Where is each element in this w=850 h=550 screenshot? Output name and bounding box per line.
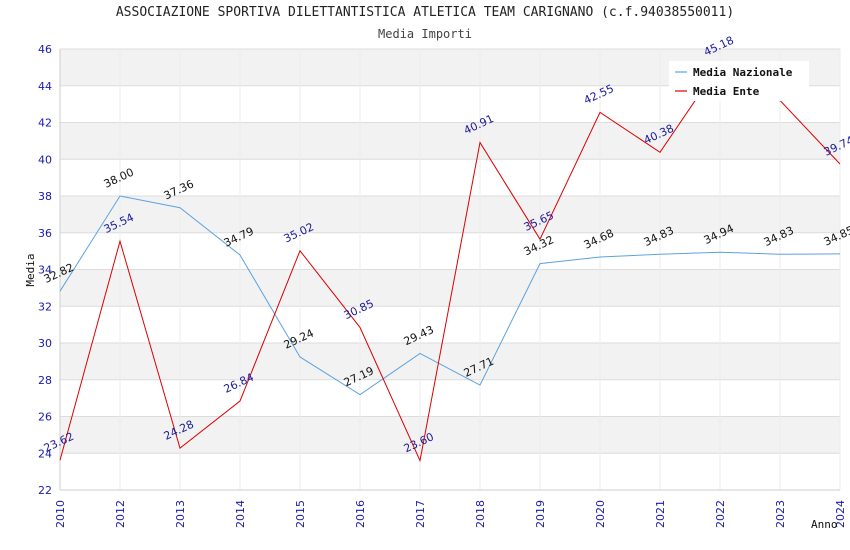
- grid-band: [60, 196, 840, 233]
- y-tick-label: 22: [38, 484, 52, 497]
- y-tick-label: 32: [38, 300, 52, 313]
- chart-title: ASSOCIAZIONE SPORTIVA DILETTANTISTICA AT…: [115, 5, 735, 20]
- x-tick-label: 2019: [534, 500, 547, 528]
- grid-band: [60, 343, 840, 380]
- y-tick-label: 38: [38, 190, 52, 203]
- legend-entry: Media Nazionale: [693, 66, 793, 79]
- x-tick-label: 2012: [114, 500, 127, 528]
- grid-band: [60, 159, 840, 196]
- y-tick-label: 24: [38, 447, 52, 460]
- legend-entry: Media Ente: [693, 85, 760, 98]
- x-tick-label: 2017: [414, 500, 427, 528]
- y-tick-label: 26: [38, 411, 52, 424]
- x-tick-label: 2015: [294, 500, 307, 528]
- x-tick-label: 2024: [834, 500, 847, 528]
- y-tick-label: 28: [38, 374, 52, 387]
- y-tick-label: 36: [38, 227, 52, 240]
- grid-band: [60, 232, 840, 270]
- grid-band: [60, 122, 840, 160]
- y-tick-label: 46: [38, 43, 52, 56]
- x-tick-label: 2013: [174, 500, 187, 528]
- grid-band: [60, 306, 840, 343]
- y-tick-label: 40: [38, 153, 52, 166]
- x-tick-label: 2020: [594, 500, 607, 528]
- grid-band: [60, 379, 840, 417]
- y-tick-label: 42: [38, 117, 52, 130]
- y-tick-label: 34: [38, 264, 52, 277]
- x-tick-label: 2014: [234, 500, 247, 528]
- x-tick-label: 2010: [54, 500, 67, 528]
- x-tick-label: 2022: [714, 500, 727, 528]
- grid-band: [60, 416, 840, 454]
- x-tick-label: 2016: [354, 500, 367, 528]
- x-tick-label: 2018: [474, 500, 487, 528]
- x-axis-label: Anno: [811, 518, 838, 531]
- x-tick-label: 2023: [774, 500, 787, 528]
- grid-band: [60, 453, 840, 490]
- chart-subtitle: Media Importi: [378, 27, 472, 41]
- y-tick-label: 44: [38, 80, 52, 93]
- legend-box: [669, 61, 809, 101]
- series-line-media-nazionale: [59, 195, 841, 396]
- y-axis-label: Media: [24, 253, 37, 286]
- x-tick-label: 2021: [654, 500, 667, 528]
- y-tick-label: 30: [38, 337, 52, 350]
